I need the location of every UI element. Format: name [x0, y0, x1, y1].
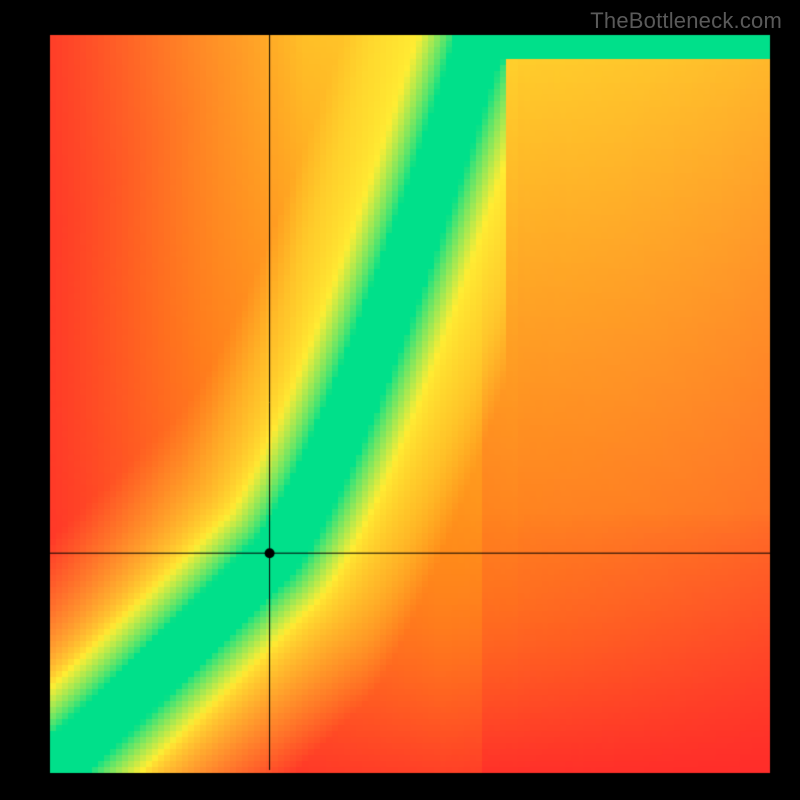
- heatmap-canvas: [0, 0, 800, 800]
- watermark-text: TheBottleneck.com: [590, 8, 782, 34]
- chart-container: TheBottleneck.com: [0, 0, 800, 800]
